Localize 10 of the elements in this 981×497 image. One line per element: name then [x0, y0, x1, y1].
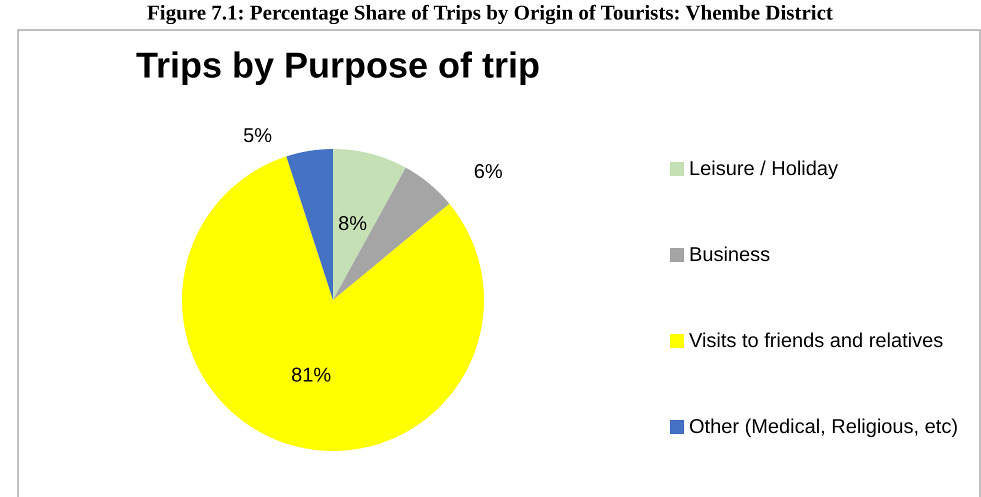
legend-label: Business [689, 244, 770, 266]
legend-label: Visits to friends and relatives [689, 330, 944, 352]
data-label: 81% [291, 364, 332, 386]
legend-label: Other (Medical, Religious, etc) [689, 416, 958, 438]
data-label: 6% [474, 161, 503, 184]
chart-title: Trips by Purpose of trip [136, 44, 540, 86]
legend-label: Leisure / Holiday [689, 158, 838, 180]
data-label: 5% [243, 125, 272, 148]
data-label: 8% [338, 212, 368, 235]
caption: Figure 7.1: Percentage Share of Trips by Origin of Tourists: Vhembe District [146, 0, 833, 24]
